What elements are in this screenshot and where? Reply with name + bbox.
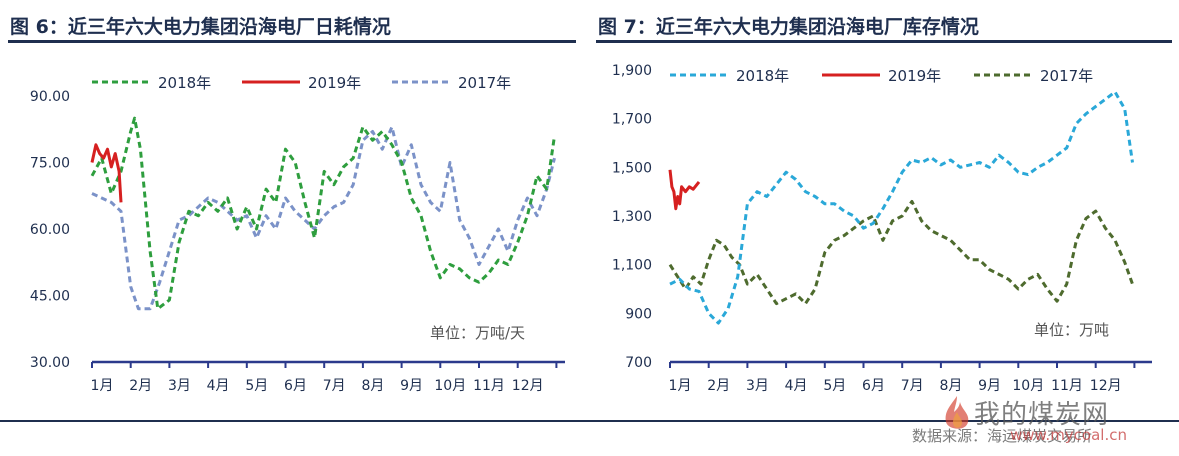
x-tick-label: 5月	[245, 378, 268, 394]
x-tick-label: 9月	[400, 378, 423, 394]
unit-label: 单位：万吨/天	[430, 324, 525, 342]
legend-label: 2017年	[458, 74, 511, 92]
series-line-2018年	[669, 90, 1134, 325]
legend-label: 2019年	[308, 74, 361, 92]
chart-title-left: 图 6：近三年六大电力集团沿海电厂日耗情况	[10, 16, 391, 38]
y-tick-label: 45.00	[30, 289, 70, 305]
x-tick-label: 1月	[91, 378, 114, 394]
chart-left: 90.00 75.00 60.00 45.00 30.00 1月 2月 3月 4月 5月 6月 7月 8…	[30, 74, 565, 394]
x-tick-label: 8月	[361, 378, 384, 394]
x-tick-label: 3月	[746, 378, 769, 394]
source-note: 数据来源：海运煤炭交易所	[912, 427, 1093, 445]
x-tick-label: 12月	[1090, 378, 1122, 394]
legend-label: 2017年	[1040, 67, 1093, 85]
series-line-2019年	[668, 169, 701, 211]
y-tick-label: 1,900	[612, 63, 652, 79]
y-tick-label: 700	[625, 355, 652, 371]
x-tick-label: 3月	[168, 378, 191, 394]
title-rule-right	[596, 40, 1172, 43]
y-tick-label: 1,700	[612, 112, 652, 128]
series-line-2018年	[90, 116, 556, 311]
watermark-text: 我的煤炭网	[974, 400, 1110, 430]
y-tick-label: 75.00	[30, 156, 70, 172]
x-tick-label: 6月	[862, 378, 885, 394]
x-tick-label: 11月	[473, 378, 505, 394]
series-line-2017年	[91, 125, 556, 311]
x-tick-label: 11月	[1051, 378, 1083, 394]
x-tick-label: 9月	[978, 378, 1001, 394]
x-tick-label: 10月	[434, 378, 466, 394]
x-tick-label: 12月	[512, 378, 544, 394]
x-tick-label: 6月	[284, 378, 307, 394]
legend-label: 2018年	[158, 74, 211, 92]
x-tick-label: 2月	[707, 378, 730, 394]
watermark-url: www.mycoal.cn	[1010, 426, 1127, 444]
x-tick-label: 8月	[939, 378, 962, 394]
watermark: 我的煤炭网 www.mycoal.cn	[940, 392, 1170, 452]
y-tick-label: 60.00	[30, 222, 70, 238]
x-tick-label: 7月	[901, 378, 924, 394]
chart-title-right: 图 7：近三年六大电力集团沿海电厂库存情况	[598, 16, 979, 38]
legend-label: 2019年	[888, 67, 941, 85]
x-tick-label: 5月	[823, 378, 846, 394]
x-tick-label: 10月	[1012, 378, 1044, 394]
series-line-2019年	[90, 143, 123, 203]
x-tick-label: 7月	[323, 378, 346, 394]
title-rule-left	[8, 40, 576, 43]
y-tick-label: 1,500	[612, 160, 652, 176]
y-tick-label: 30.00	[30, 355, 70, 371]
x-tick-label: 4月	[207, 378, 230, 394]
unit-label: 单位：万吨	[1034, 321, 1109, 339]
y-tick-label: 900	[625, 306, 652, 322]
series-line-2017年	[668, 199, 1134, 306]
legend-label: 2018年	[736, 67, 789, 85]
flame-logo-icon	[945, 396, 969, 429]
y-tick-label: 1,300	[612, 209, 652, 225]
y-tick-label: 1,100	[612, 258, 652, 274]
x-tick-label: 2月	[129, 378, 152, 394]
chart-right: 1,900 1,700 1,500 1,300 1,100 900 700 1月 2月 3月 4月 5…	[612, 63, 1152, 394]
x-tick-label: 4月	[785, 378, 808, 394]
y-tick-label: 90.00	[30, 89, 70, 105]
x-tick-label: 1月	[669, 378, 692, 394]
bottom-rule	[0, 420, 1179, 422]
